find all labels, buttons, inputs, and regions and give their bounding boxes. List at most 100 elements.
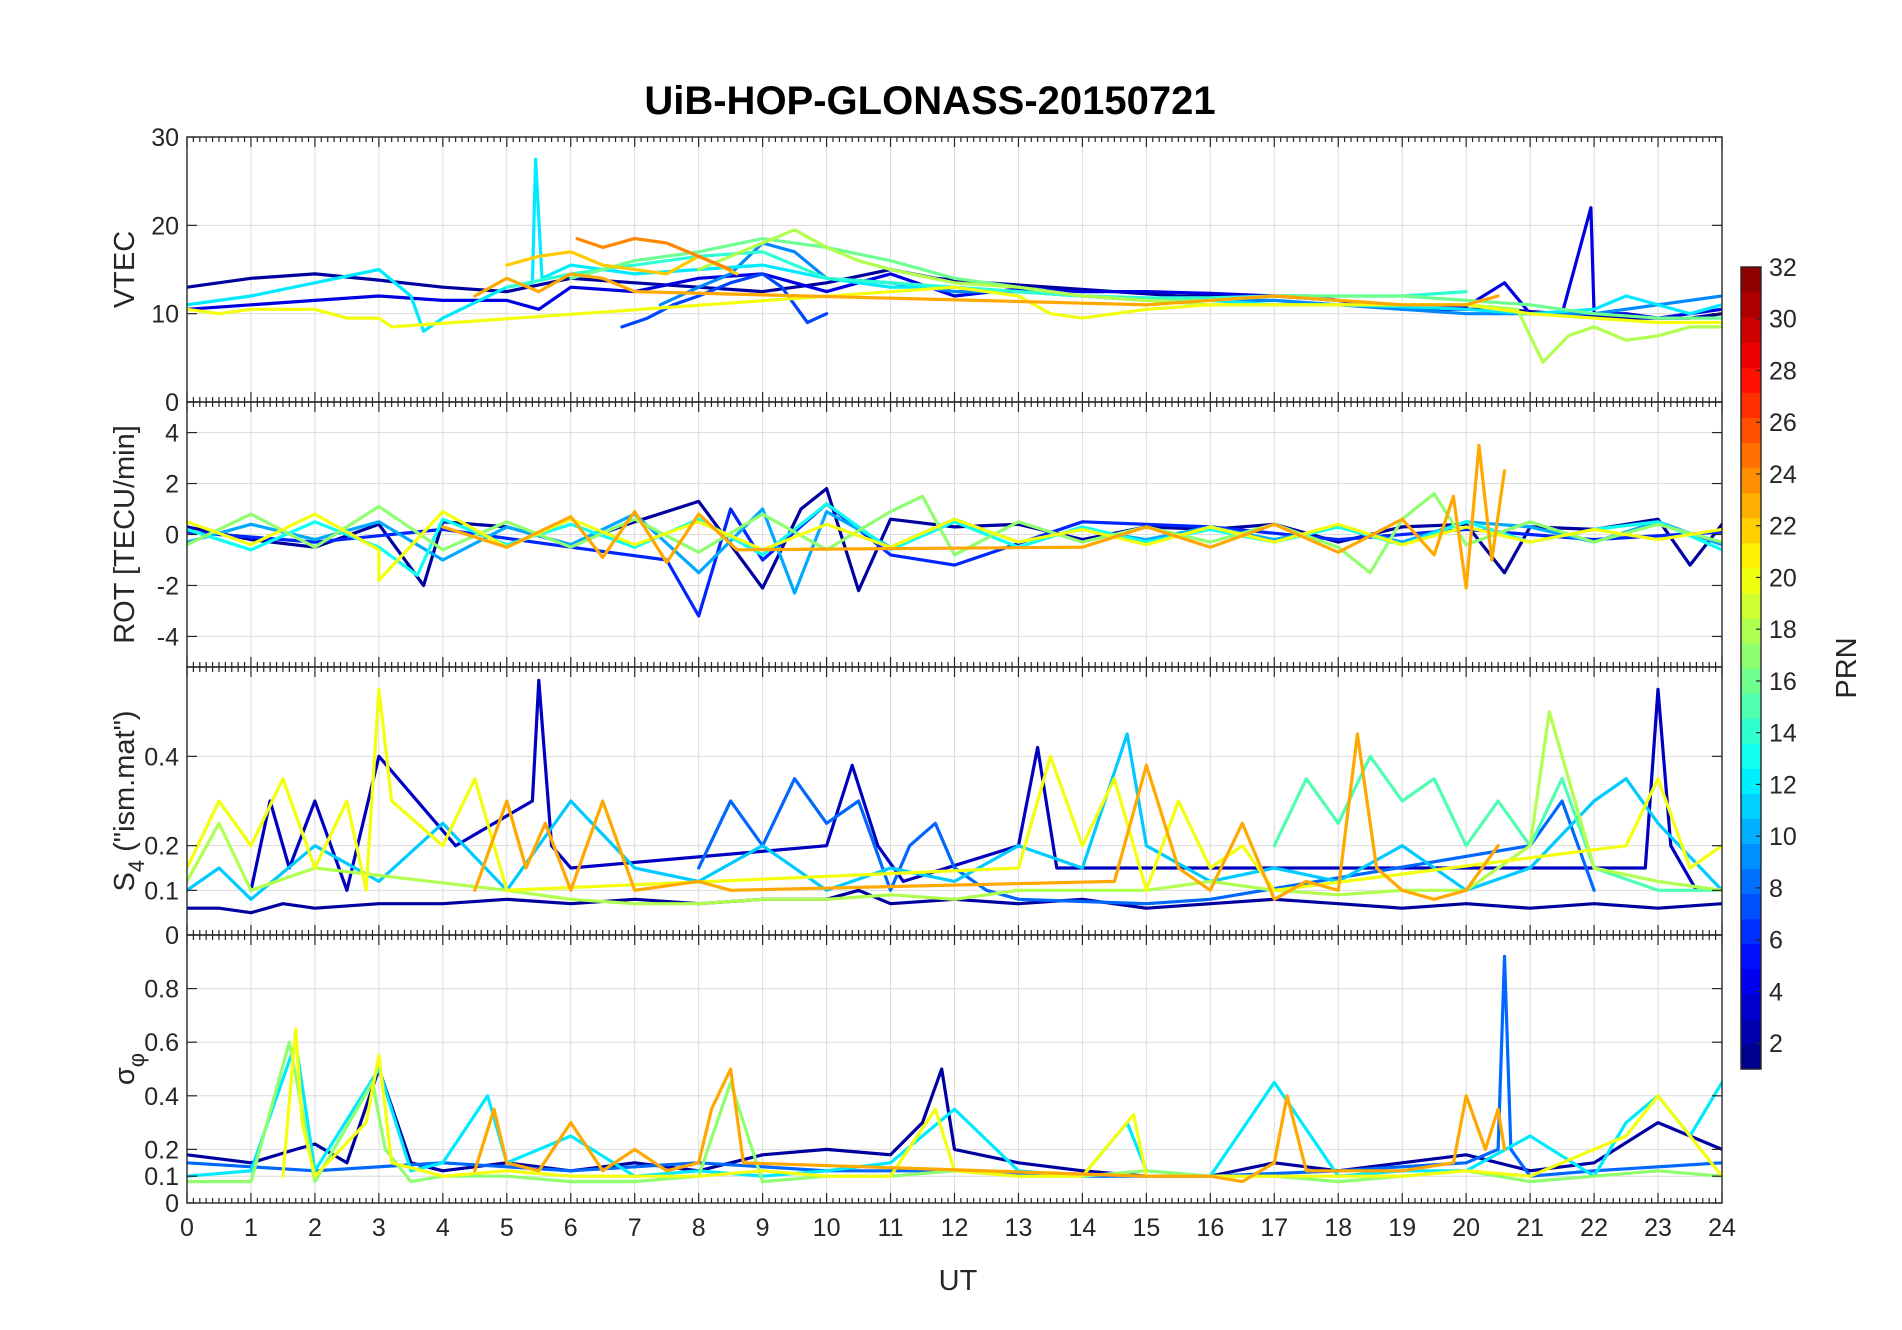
colorbar-segment: [1741, 693, 1761, 719]
y-tick-label: 20: [151, 212, 179, 240]
colorbar-segment: [1741, 943, 1761, 970]
colorbar-tick-label: 26: [1769, 409, 1797, 437]
x-tick-label: 16: [1196, 1214, 1224, 1242]
colorbar-tick-label: 20: [1769, 564, 1797, 592]
y-axis-label-rot: ROT [TECU/min]: [109, 425, 141, 644]
colorbar-segment: [1741, 668, 1761, 694]
x-tick-label: 7: [628, 1214, 642, 1242]
series-prn-20: [187, 687, 1722, 892]
y-axis-label-sigma: σφ: [109, 1053, 149, 1085]
colorbar-segment: [1741, 868, 1761, 895]
x-tick-label: 5: [500, 1214, 514, 1242]
colorbar-tick-label: 2: [1769, 1030, 1783, 1058]
colorbar-segment: [1741, 442, 1761, 469]
y-axis-label-vtec: VTEC: [109, 231, 141, 308]
traces: [187, 157, 1722, 364]
y-axis-label-s4: S4 ("ism.mat"): [109, 710, 149, 891]
y-tick-label: 0.6: [144, 1029, 179, 1057]
y-tick-label: 0.2: [144, 1136, 179, 1164]
colorbar-label: PRN: [1831, 637, 1863, 698]
colorbar-segment: [1741, 592, 1761, 619]
colorbar-segment: [1741, 292, 1761, 318]
colorbar-segment: [1741, 492, 1761, 519]
colorbar-tick-label: 18: [1769, 616, 1797, 644]
colorbar-segment: [1741, 317, 1761, 343]
x-tick-label: 23: [1644, 1214, 1672, 1242]
y-tick-label: 30: [151, 124, 179, 152]
traces: [187, 443, 1722, 618]
y-tick-label: 0.1: [144, 877, 179, 905]
colorbar-segment: [1741, 417, 1761, 444]
colorbar-tick-label: 24: [1769, 461, 1797, 489]
colorbar-segment: [1741, 342, 1761, 368]
y-tick-label: 4: [165, 420, 179, 448]
x-tick-label: 1: [244, 1214, 258, 1242]
series-prn-20: [187, 510, 1722, 582]
y-tick-label: 0: [165, 1190, 179, 1218]
x-tick-label: 4: [436, 1214, 450, 1242]
series-prn-3: [249, 678, 1698, 892]
colorbar-segment: [1741, 718, 1761, 744]
x-tick-label: 10: [813, 1214, 841, 1242]
x-tick-label: 15: [1132, 1214, 1160, 1242]
traces: [187, 954, 1722, 1184]
colorbar-segment: [1741, 993, 1761, 1020]
series-prn-20: [187, 285, 1722, 329]
series-prn-23: [473, 272, 1500, 307]
colorbar-tick-label: 32: [1769, 254, 1797, 282]
x-tick-label: 17: [1260, 1214, 1288, 1242]
panel-vtec: 0 10 20 30 VTEC: [109, 124, 1723, 417]
x-tick-label: 6: [564, 1214, 578, 1242]
y-tick-label: 0.8: [144, 976, 179, 1004]
colorbar-tick-label: 6: [1769, 927, 1783, 955]
colorbar-tick-label: 12: [1769, 771, 1797, 799]
x-tick-label: 11: [878, 1214, 904, 1242]
colorbar-segment: [1741, 743, 1761, 769]
y-tick-label: 0.1: [144, 1163, 179, 1191]
x-tick-label: 14: [1069, 1214, 1097, 1242]
colorbar-segment: [1741, 267, 1761, 293]
colorbar-segment: [1741, 542, 1761, 569]
x-tick-label: 9: [756, 1214, 770, 1242]
y-axis-label-sub: φ: [124, 1053, 149, 1067]
colorbar-segment: [1741, 818, 1761, 845]
x-tick-label: 22: [1580, 1214, 1608, 1242]
x-tick-label: 2: [308, 1214, 322, 1242]
series-prn-23: [473, 1067, 1507, 1184]
y-axis-label-main: σ: [109, 1067, 141, 1085]
traces: [187, 678, 1722, 915]
x-axis-label: UT: [939, 1265, 978, 1297]
series-prn-24: [575, 237, 733, 272]
series-prn-8: [697, 777, 1596, 906]
y-axis-label-sub: 4: [124, 860, 149, 872]
y-axis-label-main: S: [109, 872, 141, 891]
colorbar-segment: [1741, 768, 1761, 794]
colorbar-segment: [1741, 1018, 1761, 1045]
x-tick-label: 18: [1324, 1214, 1352, 1242]
series-prn-2: [187, 487, 1722, 593]
colorbar-segment: [1741, 893, 1761, 920]
colorbar-segment: [1741, 567, 1761, 594]
y-tick-label: 0: [165, 389, 179, 417]
x-tick-label: 13: [1005, 1214, 1033, 1242]
series-prn-23: [441, 443, 1507, 590]
x-tick-label: 12: [941, 1214, 969, 1242]
colorbar-segment: [1741, 1043, 1761, 1070]
colorbar-segment: [1741, 843, 1761, 870]
x-tick-label: 21: [1516, 1214, 1544, 1242]
y-tick-label: 10: [151, 301, 179, 329]
series-prn-20: [281, 1027, 1722, 1178]
colorbar-frame: [1740, 266, 1762, 1070]
y-tick-label: 0.2: [144, 833, 179, 861]
colorbar-tick-label: 16: [1769, 668, 1797, 696]
colorbar-tick-label: 4: [1769, 978, 1783, 1006]
x-tick-label: 8: [692, 1214, 706, 1242]
panel-sigma: 00.10.2 0.4 0.6 0.8 σφ: [109, 934, 1723, 1218]
colorbar-tick-label: 10: [1769, 823, 1797, 851]
y-tick-label: -2: [157, 572, 179, 600]
y-tick-label: 2: [165, 471, 179, 499]
series-prn-7: [620, 272, 829, 329]
